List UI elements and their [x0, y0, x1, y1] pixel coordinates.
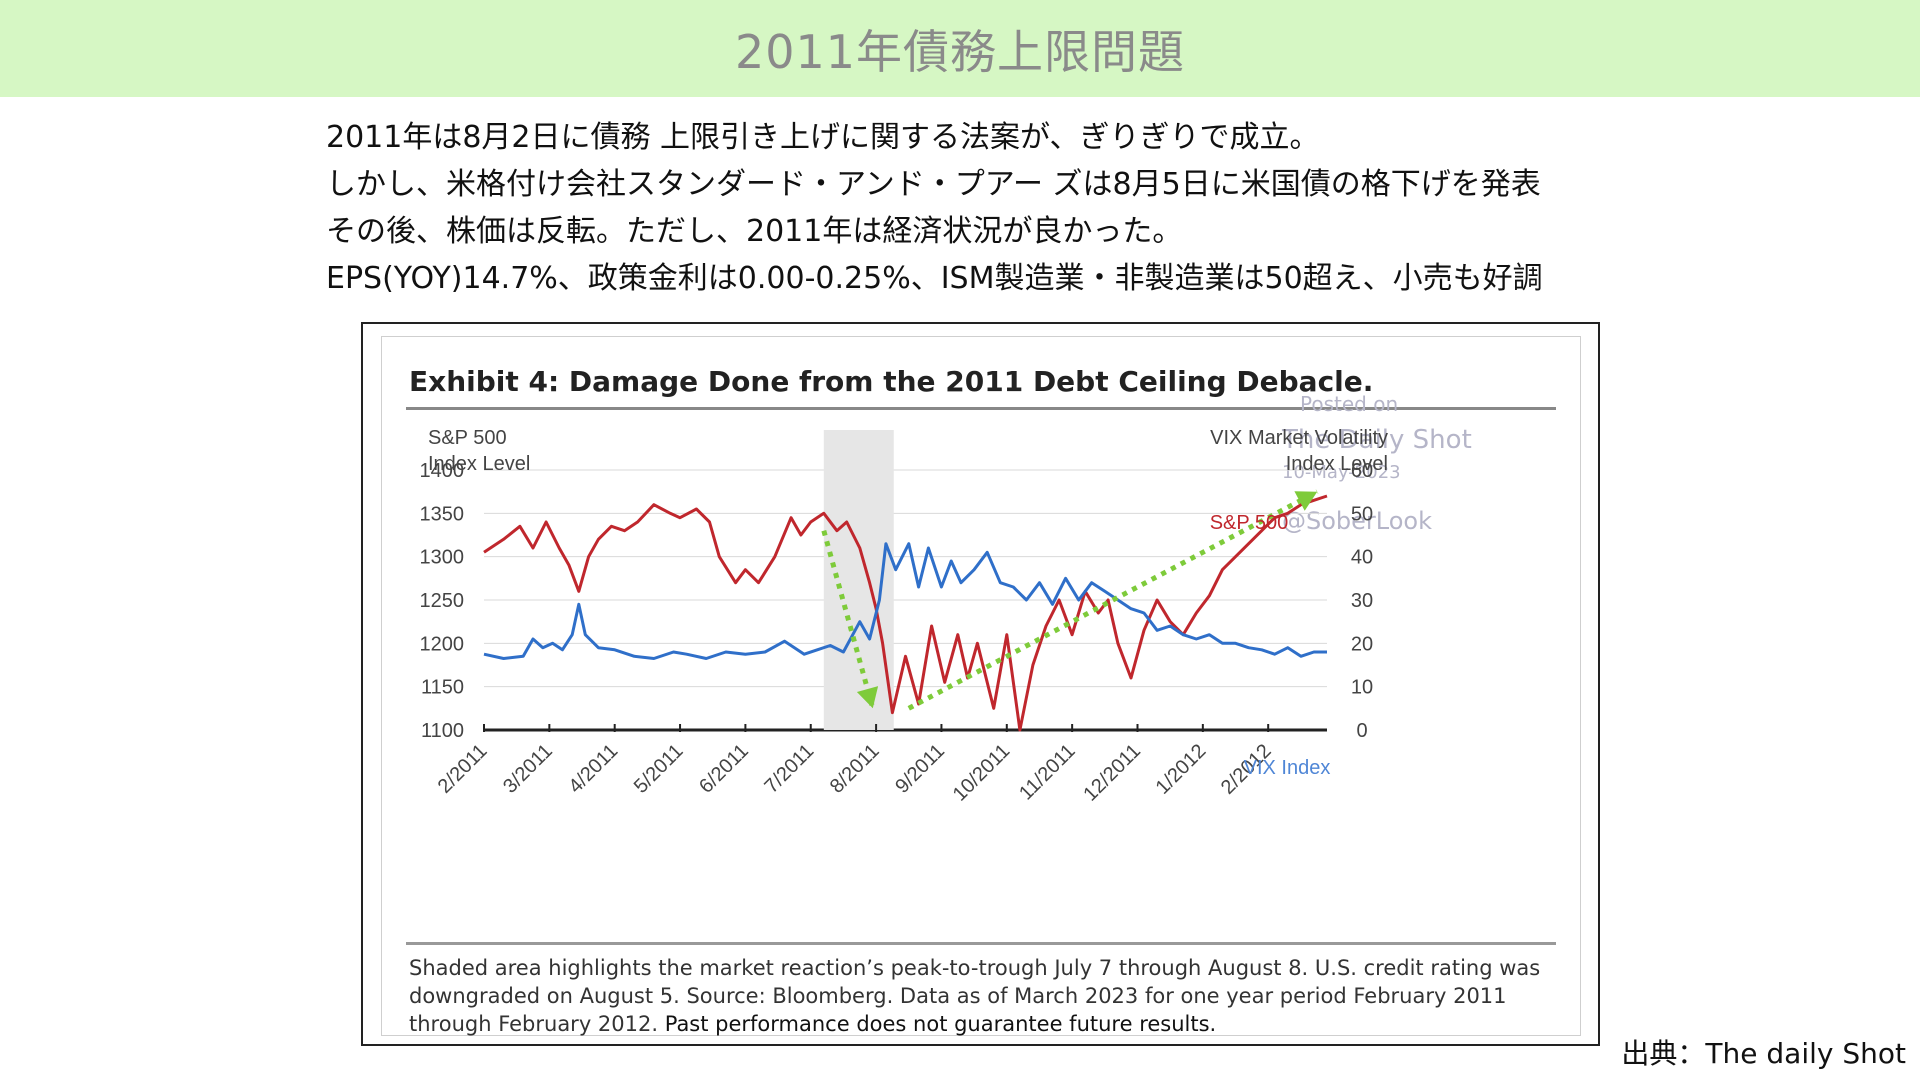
y-tick-label-left: 1300: [420, 547, 465, 569]
bullet-line: EPS(YOY)14.7%、政策金利は0.00-0.25%、ISM製造業・非製造…: [326, 261, 1543, 296]
y-tick-label-right: 30: [1351, 590, 1373, 612]
bullet-list: 2011年は8月2日に債務 上限引き上げに関する法案が、ぎりぎりで成立。 しかし…: [326, 114, 1726, 302]
y-tick-label-right: 20: [1351, 633, 1373, 655]
page-title: 2011年債務上限問題: [734, 24, 1186, 79]
x-tick-label: 5/2011: [630, 740, 688, 798]
y-tick-label-left: 1400: [420, 460, 465, 482]
shaded-period: [823, 430, 894, 730]
decline-arrow-head: [856, 686, 879, 709]
caption-text: Shaded area highlights the market reacti…: [409, 956, 1541, 1036]
watermark-handle: @SoberLook: [1282, 507, 1432, 535]
x-tick-label: 1/2012: [1152, 740, 1211, 799]
y-tick-label-left: 1350: [420, 503, 465, 525]
vix-line: [483, 542, 1327, 660]
y-tick-label-left: 1200: [420, 633, 465, 655]
chart-caption: Shaded area highlights the market reacti…: [409, 954, 1559, 1038]
sp500-line: [483, 494, 1328, 732]
x-tick-label: 7/2011: [761, 740, 819, 798]
title-bar: 2011年債務上限問題: [0, 0, 1920, 97]
y-axis-label-left: S&P 500: [428, 427, 507, 449]
y-tick-label-right: 50: [1351, 503, 1373, 525]
bullet-line: 2011年は8月2日に債務 上限引き上げに関する法案が、ぎりぎりで成立。: [326, 120, 1320, 155]
chart-title: Exhibit 4: Damage Done from the 2011 Deb…: [409, 365, 1374, 398]
chart-figure: Exhibit 4: Damage Done from the 2011 Deb…: [361, 322, 1600, 1046]
chart-panel: Exhibit 4: Damage Done from the 2011 Deb…: [381, 336, 1581, 1036]
line-chart: 1100 1150 1200 1250 1300 1350 1400 0 10 20 30 40 50 6…: [420, 427, 1389, 806]
y-tick-label-right: 0: [1356, 720, 1367, 742]
watermark-date: 10-May-2023: [1282, 462, 1401, 483]
decline-arrow: [821, 530, 876, 709]
recovery-arrow: [907, 489, 1319, 711]
x-tick-label: 2/2011: [434, 740, 492, 798]
grid-layer: [484, 469, 1327, 732]
x-tick-label: 9/2011: [891, 740, 949, 798]
watermark-posted: Posted on: [1300, 392, 1399, 416]
arrow-layer: [821, 489, 1319, 711]
title-rule: [406, 407, 1556, 410]
watermark-site: The Daily Shot: [1282, 425, 1472, 455]
source-credit: 出典：The daily Shot: [1621, 1037, 1906, 1070]
series-layer: [483, 494, 1328, 732]
x-tick-label: 12/2011: [1079, 740, 1145, 806]
sp500-annotation: S&P 500: [1210, 512, 1289, 534]
caption-disclaimer: Past performance does not guarantee futu…: [664, 1012, 1217, 1036]
bullet-line: その後、株価は反転。ただし、2011年は経済状況が良かった。: [326, 214, 1183, 249]
x-tick-label: 3/2011: [499, 740, 557, 798]
caption-rule: [406, 942, 1556, 945]
x-tick-label: 6/2011: [695, 740, 753, 798]
y-axis-label-right: VIX Market Volatility: [1210, 427, 1388, 449]
x-tick-label: 8/2011: [826, 740, 884, 798]
y-tick-label-right: 10: [1351, 677, 1373, 699]
y-axis-label-left-unit: Index Level: [428, 453, 530, 475]
y-tick-label-right: 60: [1351, 460, 1373, 482]
x-tick-label: 10/2011: [949, 740, 1015, 806]
y-tick-label-right: 40: [1351, 547, 1373, 569]
y-axis-label-right-unit: Index Level: [1286, 453, 1388, 475]
y-tick-label-left: 1250: [420, 590, 465, 612]
vix-annotation: VIX Index: [1244, 757, 1331, 779]
y-tick-label-left: 1150: [421, 677, 464, 699]
x-tick-label: 4/2011: [564, 740, 622, 798]
x-tick-label: 11/2011: [1015, 740, 1080, 805]
y-tick-label-left: 1100: [421, 720, 464, 742]
recovery-arrow-head: [1294, 491, 1318, 511]
bullet-line: しかし、米格付け会社スタンダード・アンド・プアー ズは8月5日に米国債の格下げを…: [326, 167, 1541, 202]
